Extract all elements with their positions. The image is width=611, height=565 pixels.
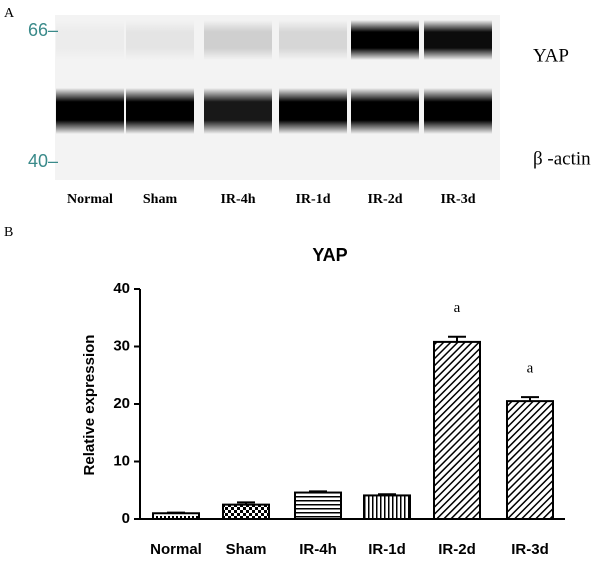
y-tick-label: 40 (113, 280, 130, 297)
x-tick-label: Normal (150, 541, 202, 558)
blot-band (56, 88, 124, 134)
lane-label: IR-1d (295, 192, 330, 207)
annotation: a (527, 361, 534, 377)
annotation: a (454, 300, 461, 316)
blot (56, 20, 492, 134)
blot-band (424, 20, 492, 60)
chart: 0 10 20 30 40 Normal Sham IR-4h IR-1d IR-2d IR-3d a… (113, 280, 565, 558)
lane-label: IR-4h (220, 192, 255, 207)
lane-label: IR-3d (440, 192, 475, 207)
blot-band (126, 88, 194, 134)
bar (294, 491, 342, 520)
x-tick-label: IR-3d (511, 541, 549, 558)
y-tick-label: 10 (113, 452, 130, 469)
blot-band (204, 20, 272, 60)
blot-band (56, 20, 124, 60)
band-label: β -actin (533, 148, 591, 169)
blot-band (279, 20, 347, 60)
blot-band (204, 88, 272, 134)
marker-label: 40– (28, 151, 58, 171)
band-label: YAP (533, 45, 569, 66)
marker-label: 66– (28, 20, 58, 40)
y-tick-label: 0 (122, 510, 130, 527)
blot-band (126, 20, 194, 60)
bar (506, 400, 554, 520)
x-tick-label: IR-2d (438, 541, 476, 558)
bar (363, 494, 411, 520)
x-tick-label: IR-1d (368, 541, 406, 558)
panel-label: A (4, 6, 15, 21)
x-tick-label: IR-4h (299, 541, 337, 558)
lane-label: IR-2d (367, 192, 402, 207)
x-tick-label: Sham (226, 541, 267, 558)
y-tick-label: 30 (113, 337, 130, 354)
blot-band (351, 20, 419, 60)
y-tick-label: 20 (113, 395, 130, 412)
chart-title: YAP (312, 245, 347, 265)
lane-label: Sham (143, 192, 178, 207)
bar (222, 503, 270, 520)
bar (152, 512, 200, 520)
blot-band (351, 88, 419, 134)
blot-band (424, 88, 492, 134)
lane-label: Normal (67, 192, 113, 207)
bar (433, 340, 481, 520)
panel-label: B (4, 225, 13, 240)
blot-band (279, 88, 347, 134)
y-axis-label: Relative expression (81, 335, 98, 476)
